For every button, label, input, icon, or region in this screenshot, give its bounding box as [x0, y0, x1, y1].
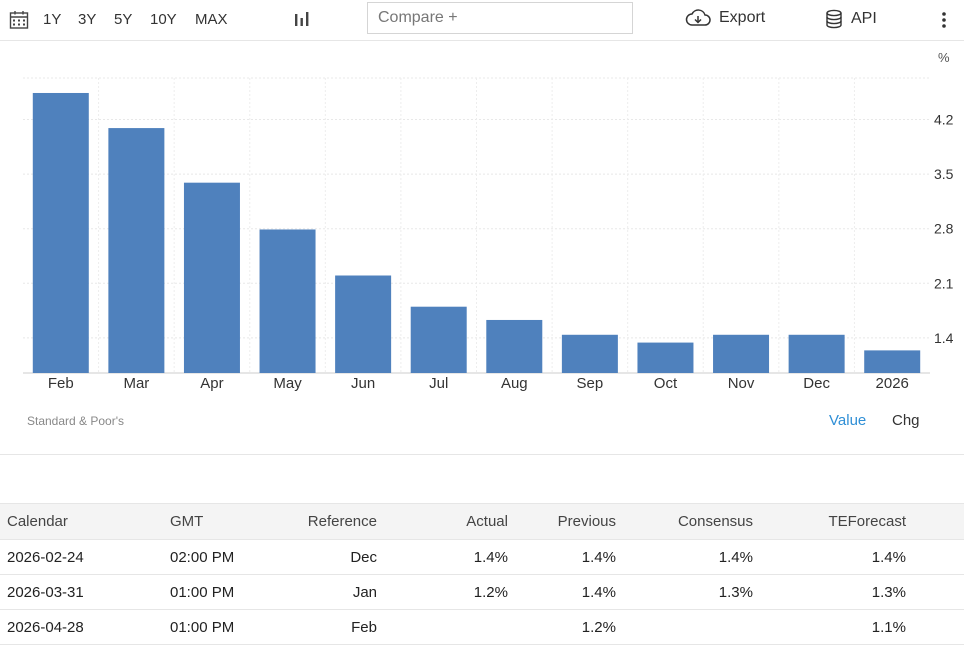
- col-reference[interactable]: Reference: [288, 503, 384, 540]
- calendar-table: Calendar GMT Reference Actual Previous C…: [0, 503, 964, 645]
- calendar-icon[interactable]: [9, 10, 29, 30]
- bar-may[interactable]: [259, 229, 316, 373]
- range-max-button[interactable]: MAX: [195, 11, 228, 28]
- cell-teforecast: 1.4%: [760, 539, 913, 575]
- range-10y-button[interactable]: 10Y: [150, 11, 177, 28]
- y-unit-label: %: [938, 50, 950, 65]
- x-tick-label: Sep: [577, 375, 604, 392]
- bar-jun[interactable]: [335, 275, 392, 374]
- bar-feb[interactable]: [32, 92, 89, 374]
- cell-time: 02:00 PM: [163, 539, 288, 575]
- cell-time: 01:00 PM: [163, 609, 288, 645]
- api-label: API: [851, 10, 877, 27]
- bar-mar[interactable]: [108, 128, 165, 373]
- cell-previous: 1.4%: [515, 574, 623, 610]
- col-gmt[interactable]: GMT: [163, 503, 288, 540]
- x-tick-label: Nov: [728, 375, 755, 392]
- bar-aug[interactable]: [486, 319, 543, 373]
- cell-teforecast: 1.3%: [760, 574, 913, 610]
- cell-spacer: [913, 609, 964, 645]
- export-label: Export: [719, 9, 766, 26]
- col-previous[interactable]: Previous: [515, 503, 623, 540]
- cell-actual: [384, 609, 515, 645]
- cloud-download-icon: [685, 9, 711, 26]
- col-spacer: [913, 503, 964, 540]
- cell-reference: Feb: [288, 609, 384, 645]
- bar-chart: 1.4 2.1 2.8 3.5 4.2% Feb Mar Apr May Jun Jul Aug Sep…: [0, 40, 964, 410]
- y-tick-label: 2.8: [934, 221, 954, 237]
- range-1y-button[interactable]: 1Y: [43, 11, 62, 28]
- x-tick-label: Jun: [351, 375, 375, 392]
- table-row: 2026-02-24 02:00 PM Dec 1.4% 1.4% 1.4% 1…: [0, 539, 964, 575]
- cell-time: 01:00 PM: [163, 574, 288, 610]
- x-tick-label: Dec: [803, 375, 830, 392]
- bar-sep[interactable]: [561, 334, 618, 373]
- x-tick-label: Feb: [48, 375, 74, 392]
- cell-previous: 1.4%: [515, 539, 623, 575]
- table-row: 2026-04-28 01:00 PM Feb 1.2% 1.1%: [0, 609, 964, 645]
- col-actual[interactable]: Actual: [384, 503, 515, 540]
- y-tick-label: 4.2: [934, 112, 954, 128]
- cell-reference: Jan: [288, 574, 384, 610]
- section-divider: [0, 454, 964, 455]
- cell-previous: 1.2%: [515, 609, 623, 645]
- x-tick-label: Aug: [501, 375, 528, 392]
- cell-spacer: [913, 574, 964, 610]
- database-icon: [826, 9, 842, 29]
- y-tick-label: 2.1: [934, 275, 954, 291]
- x-tick-label: Oct: [654, 375, 678, 392]
- cell-actual: 1.4%: [384, 539, 515, 575]
- cell-consensus: [623, 609, 760, 645]
- cell-reference: Dec: [288, 539, 384, 575]
- table-row: 2026-03-31 01:00 PM Jan 1.2% 1.4% 1.3% 1…: [0, 574, 964, 610]
- value-toggle[interactable]: Value: [829, 412, 867, 429]
- chart-toolbar: 1Y 3Y 5Y 10Y MAX Export API: [0, 0, 964, 41]
- export-button[interactable]: Export: [685, 9, 765, 27]
- cell-consensus: 1.4%: [623, 539, 760, 575]
- cell-date: 2026-02-24: [0, 539, 163, 575]
- cell-actual: 1.2%: [384, 574, 515, 610]
- y-tick-label: 3.5: [934, 166, 954, 182]
- table-header-row: Calendar GMT Reference Actual Previous C…: [0, 503, 964, 540]
- kebab-menu-icon[interactable]: [938, 11, 950, 29]
- cell-date: 2026-04-28: [0, 609, 163, 645]
- source-label: Standard & Poor's: [27, 414, 125, 428]
- x-tick-label: 2026: [876, 375, 909, 392]
- cell-spacer: [913, 539, 964, 575]
- bar-oct[interactable]: [637, 342, 694, 373]
- range-5y-button[interactable]: 5Y: [114, 11, 133, 28]
- cell-teforecast: 1.1%: [760, 609, 913, 645]
- x-tick-label: Mar: [123, 375, 149, 392]
- bar-jul[interactable]: [410, 306, 467, 373]
- bar-dec[interactable]: [788, 334, 845, 373]
- chart-svg: 1.4 2.1 2.8 3.5 4.2% Feb Mar Apr May Jun Jul Aug Sep…: [23, 50, 954, 392]
- chg-toggle[interactable]: Chg: [892, 412, 920, 429]
- api-button[interactable]: API: [825, 9, 877, 29]
- cell-consensus: 1.3%: [623, 574, 760, 610]
- col-consensus[interactable]: Consensus: [623, 503, 760, 540]
- x-tick-label: Jul: [429, 375, 448, 392]
- y-tick-label: 1.4: [934, 330, 954, 346]
- bar-2026[interactable]: [864, 350, 921, 373]
- x-tick-label: May: [273, 375, 302, 392]
- bar-apr[interactable]: [183, 182, 240, 373]
- range-3y-button[interactable]: 3Y: [78, 11, 97, 28]
- bar-nov[interactable]: [713, 334, 770, 373]
- bar-chart-icon[interactable]: [293, 10, 311, 28]
- compare-input[interactable]: [367, 2, 633, 34]
- cell-date: 2026-03-31: [0, 574, 163, 610]
- col-calendar[interactable]: Calendar: [0, 503, 163, 540]
- col-teforecast[interactable]: TEForecast: [760, 503, 913, 540]
- x-tick-label: Apr: [200, 375, 223, 392]
